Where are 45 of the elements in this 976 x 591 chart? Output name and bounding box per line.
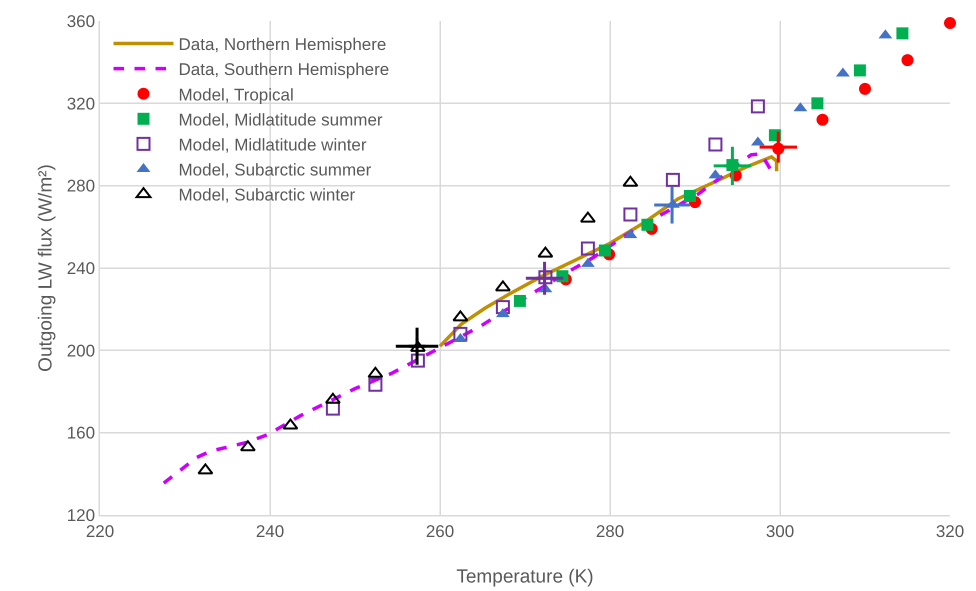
point	[902, 54, 914, 66]
y-tick-label: 200	[66, 341, 96, 360]
legend-label: Model, Tropical	[178, 85, 294, 104]
point	[768, 137, 788, 158]
point	[641, 218, 654, 231]
x-tick-label: 280	[596, 522, 624, 541]
point	[896, 27, 908, 40]
point	[368, 378, 382, 392]
point	[496, 300, 510, 314]
point	[580, 241, 595, 256]
point	[684, 190, 696, 202]
point	[666, 172, 680, 187]
point	[623, 207, 638, 222]
x-tick-label: 320	[936, 522, 964, 541]
point	[750, 99, 765, 114]
x-tick-label: 260	[426, 522, 454, 541]
point	[811, 97, 824, 110]
point	[708, 138, 722, 152]
y-tick-label: 240	[66, 258, 96, 278]
point	[453, 326, 468, 341]
legend-label: Data, Northern Hemisphere	[178, 35, 386, 54]
legend-label: Model, Midlatitude summer	[178, 110, 383, 130]
point	[410, 354, 425, 368]
x-axis-title: Temperature (K)	[456, 566, 594, 588]
y-axis-title: Outgoing LW flux (W/m²)	[36, 164, 56, 372]
point	[722, 156, 742, 176]
point	[534, 268, 554, 288]
legend-label: Data, Southern Hemisphere	[178, 60, 390, 80]
legend-label: Model, Subarctic summer	[178, 160, 372, 180]
point	[944, 17, 956, 30]
point	[407, 336, 427, 356]
y-tick-label: 160	[66, 424, 96, 443]
x-tick-label: 240	[256, 522, 284, 541]
point	[514, 294, 526, 307]
point	[854, 64, 866, 76]
point	[538, 270, 552, 284]
point	[598, 244, 611, 256]
point	[816, 114, 828, 126]
y-tick-label: 320	[66, 94, 96, 114]
x-tick-label: 300	[766, 522, 794, 541]
legend-label: Model, Subarctic winter	[178, 186, 356, 205]
y-tick-label: 360	[66, 12, 96, 31]
legend-label: Model, Midlatitude winter	[178, 136, 367, 155]
y-tick-label: 280	[66, 176, 96, 196]
point	[859, 82, 871, 95]
